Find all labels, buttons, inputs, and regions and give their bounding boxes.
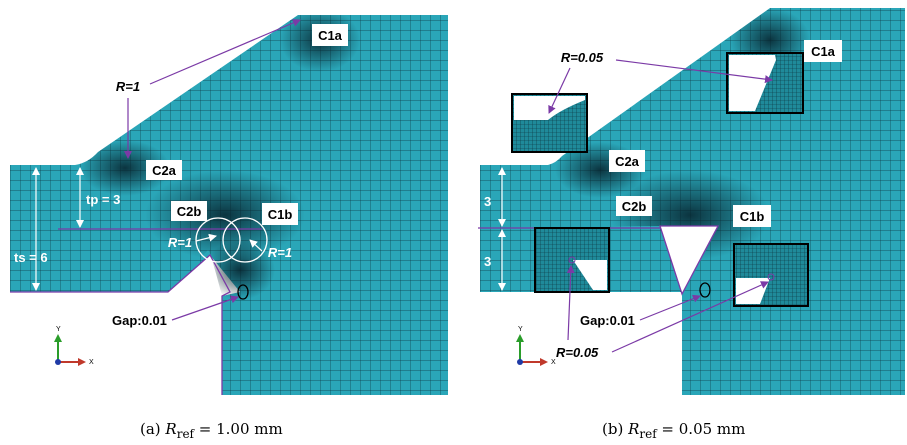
axis-x-label-a: X <box>89 359 94 366</box>
label-box-c1a-a <box>312 24 348 46</box>
zoom-box-c2b <box>534 227 610 293</box>
label-r-top-a: R=1 <box>116 79 140 94</box>
axis-triad-b: Y X <box>516 326 556 366</box>
label-r-right-a: R=1 <box>268 245 292 260</box>
axis-triad-a: Y X <box>54 326 94 366</box>
label-c1b-b: C1b <box>740 209 765 224</box>
label-box-c1a-b <box>804 40 842 62</box>
label-r-top-b: R=0.05 <box>561 50 604 65</box>
caption-a-value: = 1.00 mm <box>194 420 283 438</box>
gap-marker-a <box>237 284 249 300</box>
caption-b-value: = 0.05 mm <box>657 420 746 438</box>
axis-y-label-b: Y <box>518 326 523 333</box>
caption-a-subscript: ref <box>177 427 196 441</box>
label-box-c1b-a <box>262 203 298 225</box>
caption-b: (b) Rref = 0.05 mm <box>602 420 745 441</box>
panel-a: C1a R=1 C2a C2b C1b R=1 R=1 tp = 3 ts = … <box>10 15 448 441</box>
label-ts-a: ts = 6 <box>14 250 48 265</box>
label-c1a-b: C1a <box>811 44 836 59</box>
label-c2a-b: C2a <box>615 154 640 169</box>
panel-a-mesh <box>10 15 448 395</box>
root-circle-c1b <box>222 217 268 263</box>
gap-marker-b <box>699 282 711 298</box>
root-circle-c2b <box>195 217 241 263</box>
label-c2b-b: C2b <box>622 199 647 214</box>
caption-b-subscript: ref <box>639 427 658 441</box>
label-box-c2a-a <box>146 160 182 180</box>
label-r-bottom-b: R=0.05 <box>556 345 599 360</box>
zoom-box-c2a <box>511 93 588 153</box>
label-gap-b: Gap:0.01 <box>580 313 635 328</box>
label-dim-bottom-b: 3 <box>484 254 491 269</box>
caption-a-symbol: R <box>164 420 176 438</box>
label-c2a-a: C2a <box>152 163 177 178</box>
zoom-box-c1b <box>733 243 809 307</box>
label-dim-top-b: 3 <box>484 194 491 209</box>
panel-b-mesh <box>478 8 905 395</box>
label-box-c2a-b <box>609 150 645 172</box>
label-r-left-a: R=1 <box>168 235 192 250</box>
label-tp-a: tp = 3 <box>86 192 120 207</box>
caption-a: (a) Rref = 1.00 mm <box>140 420 283 441</box>
label-box-c1b-b <box>733 205 771 227</box>
caption-b-symbol: R <box>627 420 639 438</box>
axis-x-label-b: X <box>551 359 556 366</box>
zoom-box-c1a <box>726 52 804 114</box>
label-c1a-a: C1a <box>318 28 343 43</box>
label-box-c2b-b <box>616 196 652 216</box>
caption-b-prefix: (b) <box>602 420 628 438</box>
label-c2b-a: C2b <box>177 204 202 219</box>
label-c1b-a: C1b <box>268 207 293 222</box>
label-box-c2b-a <box>171 201 207 221</box>
label-gap-a: Gap:0.01 <box>112 313 167 328</box>
panel-b: C1a R=0.05 C2a C2b C1b 3 3 Gap:0.01 R=0.… <box>478 8 905 441</box>
svg-text:(b) Rref = 0.05 mm: (b) Rref = 0.05 mm <box>602 420 745 441</box>
svg-text:(a) Rref = 1.00 mm: (a) Rref = 1.00 mm <box>140 420 283 441</box>
caption-a-prefix: (a) <box>140 420 165 438</box>
axis-y-label-a: Y <box>56 326 61 333</box>
